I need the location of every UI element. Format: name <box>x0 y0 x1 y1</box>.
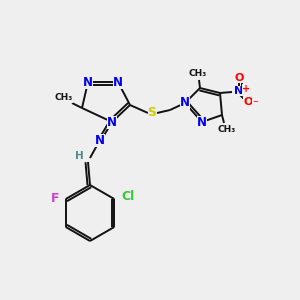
Text: CH₃: CH₃ <box>218 124 236 134</box>
Text: O: O <box>234 73 244 83</box>
Text: N: N <box>95 134 105 146</box>
Text: N: N <box>234 86 244 96</box>
Text: N: N <box>83 76 93 88</box>
Text: Cl: Cl <box>122 190 135 202</box>
Text: N: N <box>107 116 117 128</box>
Text: N: N <box>113 76 123 88</box>
Text: ⁻: ⁻ <box>252 99 258 109</box>
Text: O: O <box>243 97 253 107</box>
Text: F: F <box>50 193 59 206</box>
Text: CH₃: CH₃ <box>55 94 73 103</box>
Text: S: S <box>148 106 157 119</box>
Text: +: + <box>242 84 250 94</box>
Text: N: N <box>180 97 190 110</box>
Text: N: N <box>197 116 207 128</box>
Text: H: H <box>75 151 83 161</box>
Text: CH₃: CH₃ <box>189 70 207 79</box>
